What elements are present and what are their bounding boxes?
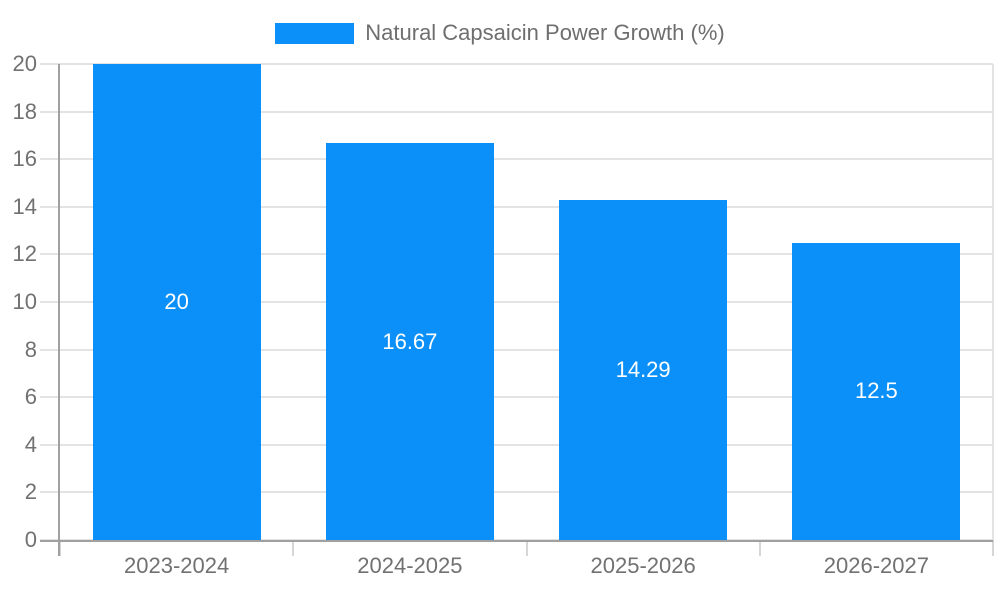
gridline [40, 110, 993, 113]
x-tick-label: 2024-2025 [357, 553, 463, 578]
plot-right-border [992, 64, 994, 540]
bar[interactable] [92, 64, 261, 540]
legend-label: Natural Capsaicin Power Growth (%) [365, 20, 725, 45]
x-axis-tick [992, 540, 994, 556]
gridline [40, 63, 993, 65]
x-axis-tick [758, 540, 761, 556]
gridline [40, 158, 993, 161]
x-tick-label: 2025-2026 [590, 553, 696, 578]
y-tick-label: 12 [12, 241, 37, 267]
bar-value-label: 12.5 [854, 378, 898, 404]
bar-value-label: 20 [164, 289, 189, 314]
y-tick-label: 10 [12, 289, 37, 314]
y-axis-line [58, 64, 60, 556]
x-axis-tick [525, 540, 528, 556]
gridline [40, 205, 993, 208]
y-tick-label: 18 [12, 98, 37, 124]
bar[interactable] [325, 143, 494, 540]
y-tick-label: 14 [12, 193, 37, 219]
gridline [40, 491, 993, 494]
bar-value-label: 16.67 [382, 328, 438, 354]
legend[interactable]: Natural Capsaicin Power Growth (%) [0, 20, 1000, 46]
gridline [40, 301, 993, 303]
gridline [40, 348, 993, 351]
bar-value-label: 14.29 [615, 356, 671, 382]
y-tick-label: 0 [24, 527, 37, 552]
gridline [40, 253, 993, 256]
y-tick-label: 8 [24, 336, 37, 362]
y-tick-label: 20 [12, 51, 37, 76]
y-tick-label: 16 [12, 146, 37, 172]
x-tick-label: 2023-2024 [124, 553, 230, 578]
y-tick-label: 4 [24, 431, 37, 457]
y-tick-label: 2 [24, 479, 37, 505]
gridline [40, 396, 993, 399]
bar[interactable] [792, 242, 961, 540]
x-tick-label: 2026-2027 [823, 553, 929, 578]
y-tick-label: 6 [24, 384, 37, 410]
legend-swatch [275, 22, 355, 44]
x-axis-tick [59, 540, 61, 556]
x-axis-tick [292, 540, 295, 556]
bar[interactable] [559, 199, 728, 540]
gridline [40, 443, 993, 446]
x-axis-line [40, 540, 993, 542]
